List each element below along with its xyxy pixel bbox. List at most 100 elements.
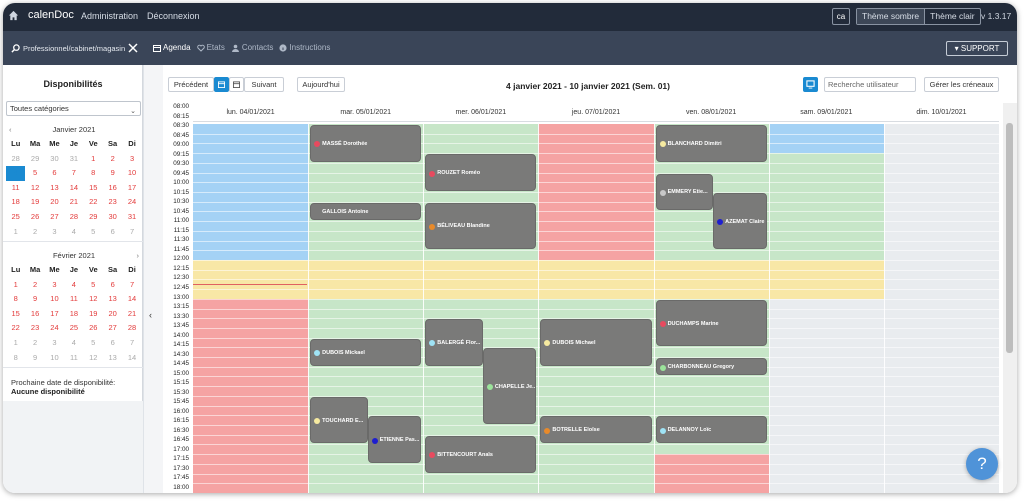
appointment[interactable]: AZEMAT Claire: [713, 192, 767, 250]
calendar-day[interactable]: 8: [91, 168, 96, 178]
calendar-day[interactable]: 30: [108, 211, 117, 221]
calendar-day[interactable]: 24: [50, 323, 59, 333]
availability-slot[interactable]: [423, 259, 539, 299]
calendar-day[interactable]: 23: [30, 323, 40, 333]
calendar-day[interactable]: 14: [69, 182, 79, 192]
calendar-day[interactable]: 12: [89, 294, 98, 304]
calendar-day[interactable]: 7: [129, 337, 135, 347]
appointment[interactable]: BLANCHARD Dimitri: [655, 125, 767, 162]
prev-week-button[interactable]: Précédent: [168, 77, 214, 92]
calendar-day[interactable]: 2: [110, 153, 115, 163]
calendar-day[interactable]: 21: [127, 308, 137, 318]
menu-etats[interactable]: Etats: [196, 43, 225, 52]
appointment[interactable]: CHARBONNEAU Gregory: [655, 358, 767, 376]
week-view-button[interactable]: [214, 77, 229, 92]
calendar-day[interactable]: 20: [108, 308, 117, 318]
calendar-day[interactable]: 28: [127, 323, 137, 333]
menu-contacts[interactable]: Contacts: [231, 43, 273, 52]
calendar-day[interactable]: 22: [89, 197, 98, 207]
calendar-day[interactable]: 31: [69, 153, 79, 163]
availability-slot[interactable]: [768, 298, 884, 493]
calendar-day[interactable]: 2: [33, 226, 38, 236]
appointment[interactable]: EMMERY Etie...: [655, 173, 714, 211]
category-select[interactable]: Toutes catégories ⌄: [6, 101, 141, 116]
availability-slot[interactable]: [193, 259, 309, 299]
calendar-day[interactable]: 19: [30, 197, 40, 207]
menu-instructions[interactable]: Instructions: [279, 43, 330, 52]
appointment[interactable]: DUBOIS Michael: [540, 319, 652, 366]
calendar-day[interactable]: 28: [69, 211, 79, 221]
calendar-day[interactable]: 2: [33, 279, 38, 289]
calendar-day[interactable]: 7: [129, 226, 135, 236]
home-icon[interactable]: [8, 10, 19, 21]
scrollbar-thumb[interactable]: [1006, 123, 1013, 353]
app-brand[interactable]: calenDoc: [28, 9, 74, 21]
calendar-day[interactable]: 10: [50, 352, 59, 362]
calendar-day[interactable]: 14: [127, 294, 137, 304]
calendar-day[interactable]: 11: [69, 294, 78, 304]
appointment[interactable]: BITTENCOURT Anaïs: [425, 435, 537, 473]
calendar-day[interactable]: 31: [127, 211, 137, 221]
collapse-sidebar-handle[interactable]: ‹: [144, 65, 163, 493]
menu-agenda[interactable]: Agenda: [153, 43, 191, 52]
calendar-day[interactable]: 6: [110, 337, 115, 347]
calendar-day[interactable]: 14: [127, 352, 137, 362]
calendar-day[interactable]: 9: [33, 294, 38, 304]
calendar-day[interactable]: 5: [91, 279, 96, 289]
calendar-day[interactable]: 11: [11, 182, 20, 192]
theme-dark-button[interactable]: Thème sombre: [857, 9, 926, 24]
calendar-day[interactable]: 5: [33, 168, 38, 178]
calendar-day[interactable]: 13: [50, 182, 59, 192]
calendar-day[interactable]: 22: [11, 323, 20, 333]
calendar-day[interactable]: 8: [13, 294, 18, 304]
logout-link[interactable]: Déconnexion: [147, 11, 200, 21]
calendar-day[interactable]: 5: [91, 337, 96, 347]
help-button[interactable]: ?: [966, 448, 998, 480]
availability-slot[interactable]: [538, 259, 654, 299]
calendar-day[interactable]: 18: [69, 308, 79, 318]
calendar-day[interactable]: 28: [11, 153, 20, 163]
day-view-button[interactable]: [229, 77, 244, 92]
calendar-day[interactable]: 29: [30, 153, 40, 163]
availability-slot[interactable]: [768, 124, 884, 154]
appointment[interactable]: MASSÉ Dorothée: [310, 125, 422, 162]
calendar-day[interactable]: 17: [50, 308, 59, 318]
calendar-day[interactable]: 27: [50, 211, 59, 221]
calendar-day[interactable]: 3: [52, 279, 57, 289]
support-button[interactable]: ▾ SUPPORT: [946, 41, 1008, 56]
manage-slots-button[interactable]: Gérer les créneaux: [924, 77, 999, 92]
calendar-day[interactable]: 9: [110, 168, 115, 178]
appointment[interactable]: DELANNOY Loïc: [655, 416, 767, 444]
calendar-day[interactable]: 3: [129, 153, 135, 163]
appointment[interactable]: CHAPELLE Je...: [482, 348, 537, 424]
theme-light-button[interactable]: Thème clair: [930, 11, 975, 21]
vertical-scrollbar[interactable]: [1003, 103, 1017, 493]
calendar-day[interactable]: 1: [13, 337, 18, 347]
calendar-day[interactable]: 13: [108, 294, 117, 304]
calendar-day[interactable]: 23: [108, 197, 117, 207]
appointment[interactable]: BALERGÉ Flor...: [425, 319, 483, 366]
calendar-day[interactable]: 3: [52, 226, 57, 236]
calendar-day[interactable]: 5: [91, 226, 96, 236]
calendar-day[interactable]: 15: [11, 308, 20, 318]
calendar-day[interactable]: 1: [13, 279, 18, 289]
calendar-day[interactable]: 25: [11, 211, 20, 221]
calendar-day[interactable]: 21: [69, 197, 79, 207]
calendar-day[interactable]: 1: [13, 226, 18, 236]
calendar-day[interactable]: 26: [30, 211, 40, 221]
calendar-day[interactable]: 27: [108, 323, 117, 333]
calendar-day[interactable]: 1: [91, 153, 96, 163]
tools-icon[interactable]: [128, 43, 138, 53]
calendar-day[interactable]: 7: [129, 279, 135, 289]
appointment[interactable]: TOUCHARD E...: [310, 396, 368, 444]
user-search-input[interactable]: Recherche utilisateur: [824, 77, 916, 92]
availability-slot[interactable]: [193, 298, 309, 493]
calendar-day[interactable]: 3: [52, 337, 57, 347]
calendar-day[interactable]: 16: [30, 308, 40, 318]
calendar-day[interactable]: 24: [127, 197, 137, 207]
calendar-day[interactable]: 7: [71, 168, 76, 178]
calendar-day[interactable]: 17: [127, 182, 137, 192]
pro-selector[interactable]: Professionnel/cabinet/magasin: [11, 43, 138, 53]
calendar-day[interactable]: 30: [50, 153, 59, 163]
calendar-day[interactable]: 19: [89, 308, 98, 318]
